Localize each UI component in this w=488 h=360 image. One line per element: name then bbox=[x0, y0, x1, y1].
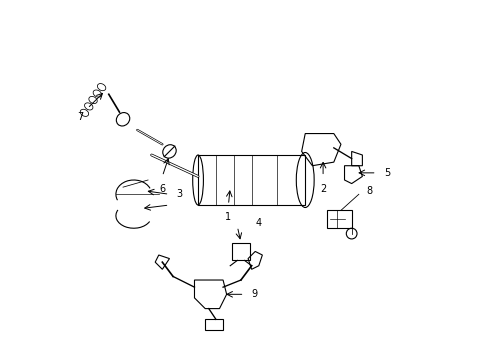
Text: 8: 8 bbox=[365, 186, 371, 196]
Bar bbox=[205, 319, 223, 330]
Bar bbox=[326, 210, 351, 228]
Bar bbox=[231, 243, 249, 260]
Text: 4: 4 bbox=[255, 218, 261, 228]
Text: 7: 7 bbox=[77, 112, 83, 122]
Text: 9: 9 bbox=[251, 289, 257, 299]
Text: 3: 3 bbox=[176, 189, 183, 199]
Text: 1: 1 bbox=[225, 212, 231, 222]
Text: 2: 2 bbox=[319, 184, 325, 194]
Text: 6: 6 bbox=[159, 184, 165, 194]
Text: 5: 5 bbox=[383, 168, 389, 178]
